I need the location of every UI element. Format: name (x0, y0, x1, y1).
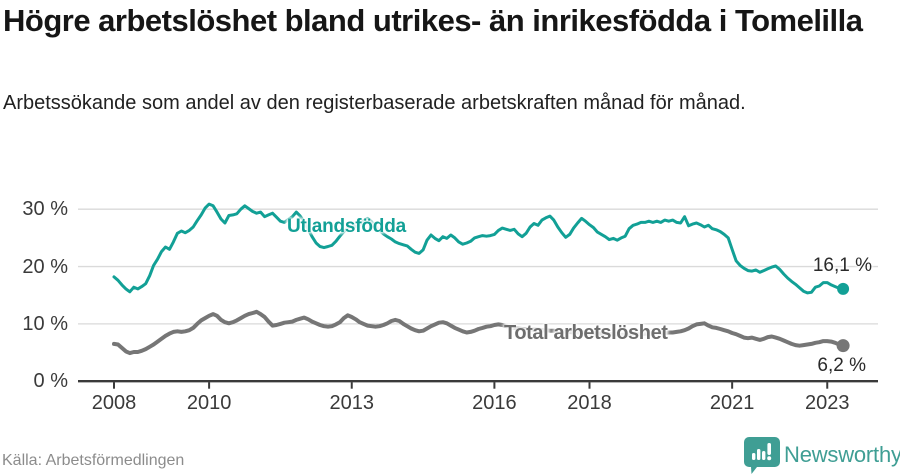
x-tick-label-2010: 2010 (186, 392, 232, 414)
x-tick-label-2018: 2018 (567, 392, 612, 414)
x-tick-label-2013: 2013 (329, 392, 375, 414)
newsworthy-logo: Newsworthy (744, 436, 900, 474)
end-dot-total-arbetsloshet (836, 339, 850, 353)
y-tick-label-10: 10 % (22, 312, 68, 335)
series-label-total-arbetsloshet: Total arbetslöshet (504, 322, 668, 344)
end-value-label-total: 6,2 % (817, 355, 866, 376)
y-tick-label-0: 0 % (33, 370, 68, 393)
y-tick-label-20: 20 % (22, 255, 68, 278)
newsworthy-logo-icon (744, 437, 780, 474)
exclamation-bar (767, 443, 771, 455)
newsworthy-logo-text: Newsworthy (784, 442, 900, 467)
source-note: Källa: Arbetsförmedlingen (2, 452, 185, 469)
x-tick-label-2023: 2023 (805, 392, 850, 414)
x-tick-label-2008: 2008 (91, 392, 137, 414)
x-tick-label-2021: 2021 (709, 392, 755, 414)
end-dot-utlandsfodda (837, 282, 850, 295)
series-label-utlandsfodda: Utlandsfödda (287, 216, 406, 237)
x-tick-label-2016: 2016 (472, 392, 517, 414)
chart-title: Högre arbetslöshet bland utrikes- än inr… (3, 3, 863, 38)
exclamation-dot (767, 456, 772, 461)
series-line-utlandsfodda (112, 202, 845, 295)
bar-chart-glyph (752, 443, 772, 461)
series-line-total-arbetsloshet (112, 309, 846, 356)
end-value-label-utlandsfodda: 16,1 % (812, 255, 872, 276)
y-tick-label-30: 30 % (22, 198, 68, 221)
chart-subtitle: Arbetssökande som andel av den registerb… (3, 92, 746, 114)
